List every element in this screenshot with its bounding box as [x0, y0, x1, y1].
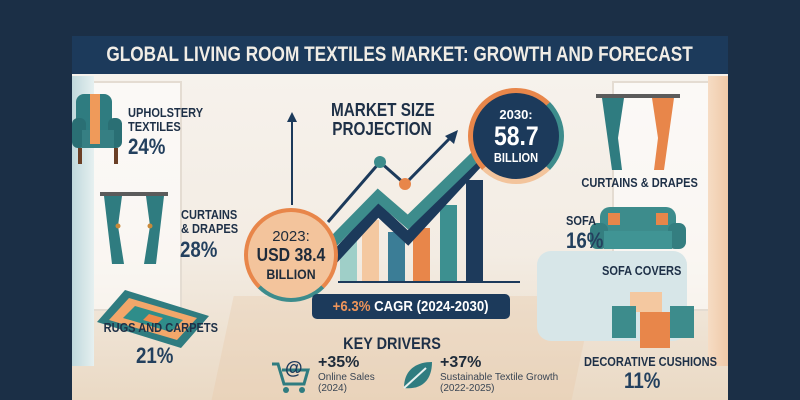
trend-point	[399, 178, 411, 190]
cagr-badge: +6.3% CAGR (2024-2030)	[312, 294, 510, 319]
driver-item: +37% Sustainable Textile Growth (2022-20…	[440, 354, 558, 394]
left-drape	[72, 76, 94, 366]
projection-heading: MARKET SIZE PROJECTION	[331, 100, 435, 139]
segment-label: SOFA COVERS	[602, 263, 682, 278]
shopping-cart-icon: @	[272, 358, 310, 393]
chart-bar	[440, 205, 457, 282]
chart-bar	[362, 220, 379, 282]
right-drape	[708, 76, 728, 366]
segment-value: 16%	[566, 228, 604, 253]
start-year: 2023:	[272, 228, 310, 245]
end-value-badge: 2030: 58.7 BILLION	[468, 88, 564, 184]
start-unit: BILLION	[266, 266, 316, 282]
end-value: 58.7	[493, 121, 539, 151]
segment-value: 21%	[136, 343, 174, 368]
growth-band-teal	[326, 148, 484, 249]
start-value: USD 38.4	[256, 245, 326, 265]
start-value-badge: 2023: USD 38.4 BILLION	[244, 208, 338, 302]
chart-bar	[388, 232, 405, 282]
driver-label: Sustainable Textile Growth	[440, 372, 559, 383]
end-unit: BILLION	[493, 150, 539, 165]
svg-text:@: @	[285, 358, 303, 378]
trend-arrow-head	[445, 130, 458, 144]
projection-chart	[287, 112, 520, 283]
rug-icon	[97, 290, 209, 348]
key-drivers-heading: KEY DRIVERS	[343, 334, 441, 353]
segment-label: SOFA	[566, 213, 597, 228]
segment-label: DECORATIVE CUSHIONS	[583, 354, 717, 369]
curtain-icon	[596, 94, 680, 170]
segment-value: 28%	[180, 237, 218, 262]
segment-value: 24%	[128, 134, 166, 159]
end-year: 2030:	[499, 107, 533, 122]
page-title: GLOBAL LIVING ROOM TEXTILES MARKET: GROW…	[72, 36, 728, 74]
axis-arrow-head	[287, 112, 297, 122]
segment-label: CURTAINS & DRAPES	[581, 175, 698, 190]
driver-value: +35%	[318, 354, 360, 371]
sofa-icon	[590, 207, 686, 249]
driver-item: +35% Online Sales (2024)	[318, 354, 375, 394]
trend-point	[374, 156, 386, 168]
segment-label: UPHOLSTERY TEXTILES	[128, 105, 204, 134]
leaf-icon	[403, 362, 432, 389]
armchair-icon	[72, 94, 122, 164]
cagr-label: CAGR (2024-2030)	[374, 298, 489, 315]
curtain-icon	[100, 192, 168, 264]
cushions-icon	[612, 292, 694, 348]
driver-value: +37%	[440, 354, 482, 371]
chart-bar	[466, 180, 483, 282]
title-text: GLOBAL LIVING ROOM TEXTILES MARKET: GROW…	[106, 43, 694, 66]
segment-value: 11%	[624, 368, 661, 393]
cagr-value: +6.3%	[333, 298, 371, 315]
driver-label: Online Sales	[318, 372, 375, 383]
driver-period: (2022-2025)	[440, 383, 495, 394]
chart-bar	[413, 228, 430, 282]
segment-label: CURTAINS & DRAPES	[181, 207, 239, 236]
trend-line	[326, 134, 454, 223]
segment-label: RUGS AND CARPETS	[103, 320, 219, 335]
growth-band-navy	[327, 156, 485, 264]
driver-period: (2024)	[318, 383, 347, 394]
